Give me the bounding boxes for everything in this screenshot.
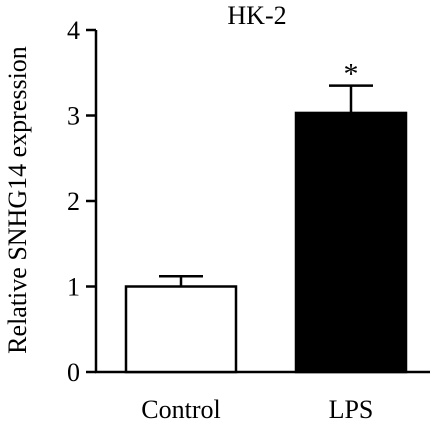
y-tick-label: 1	[67, 273, 80, 302]
plot-area: 0 1 2 3 4 Control LPS *	[67, 16, 430, 424]
y-axis-label: Relative SNHG14 expression	[3, 46, 32, 354]
x-tick-label: Control	[141, 395, 220, 424]
chart-title: HK-2	[227, 1, 286, 30]
y-tick-label: 0	[67, 358, 80, 387]
bar-lps	[294, 111, 408, 374]
x-tick-label: LPS	[329, 395, 374, 424]
y-tick-label: 4	[67, 16, 80, 45]
y-tick-label: 2	[67, 187, 80, 216]
significance-marker: *	[344, 58, 359, 91]
bar-control	[124, 285, 238, 374]
y-tick-label: 3	[67, 102, 80, 131]
